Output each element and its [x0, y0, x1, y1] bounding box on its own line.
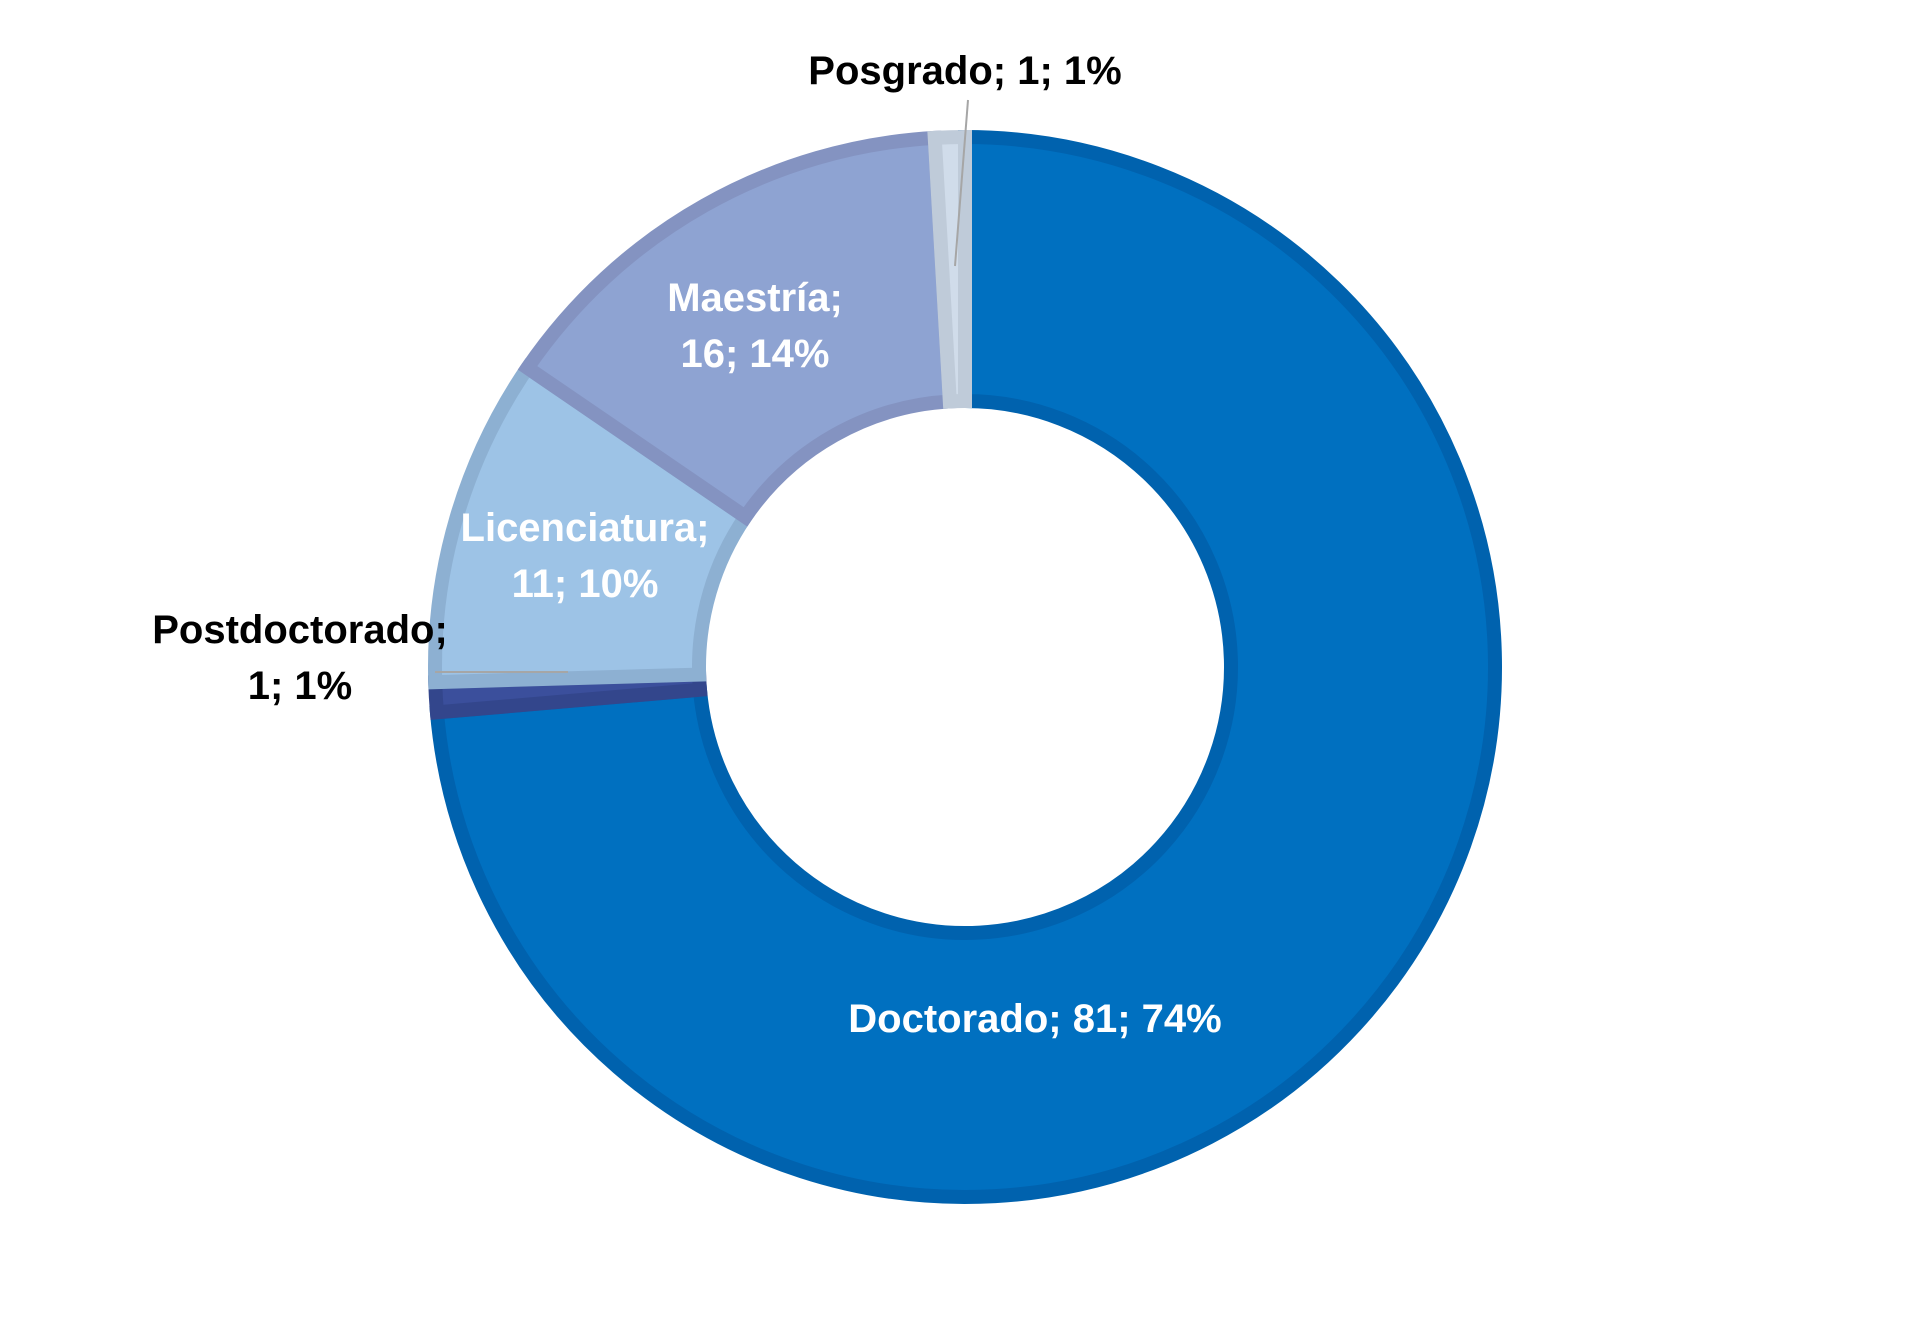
data-label-line: Postdoctorado;	[152, 608, 448, 652]
data-label-line: Licenciatura;	[461, 506, 710, 550]
data-label-line: 1; 1%	[248, 664, 353, 708]
slice-licenciatura	[428, 358, 756, 690]
data-label-licenciatura: Licenciatura; 11; 10%	[461, 506, 710, 606]
data-label-line: Doctorado; 81; 74%	[848, 997, 1221, 1041]
data-label-postdoctorado: Postdoctorado; 1; 1%	[152, 608, 448, 708]
slice-posgrado	[927, 129, 972, 409]
data-label-line: 11; 10%	[512, 562, 659, 606]
data-label-line: Posgrado; 1; 1%	[808, 49, 1121, 93]
leader-lines	[435, 99, 969, 673]
data-label-maestria: Maestría; 16; 14%	[667, 276, 843, 376]
data-label-line: 16; 14%	[681, 332, 830, 376]
slice-doctorado	[429, 129, 1502, 1204]
data-label-posgrado: Posgrado; 1; 1%	[808, 49, 1121, 93]
slices-group	[428, 129, 1502, 1204]
data-label-doctorado: Doctorado; 81; 74%	[848, 997, 1221, 1041]
leader-line-posgrado	[954, 99, 969, 267]
data-label-line: Maestría;	[667, 276, 843, 320]
slice-maestria	[517, 130, 958, 527]
labels-group: Doctorado; 81; 74% Postdoctorado; 1; 1% Lic…	[152, 49, 1221, 1041]
